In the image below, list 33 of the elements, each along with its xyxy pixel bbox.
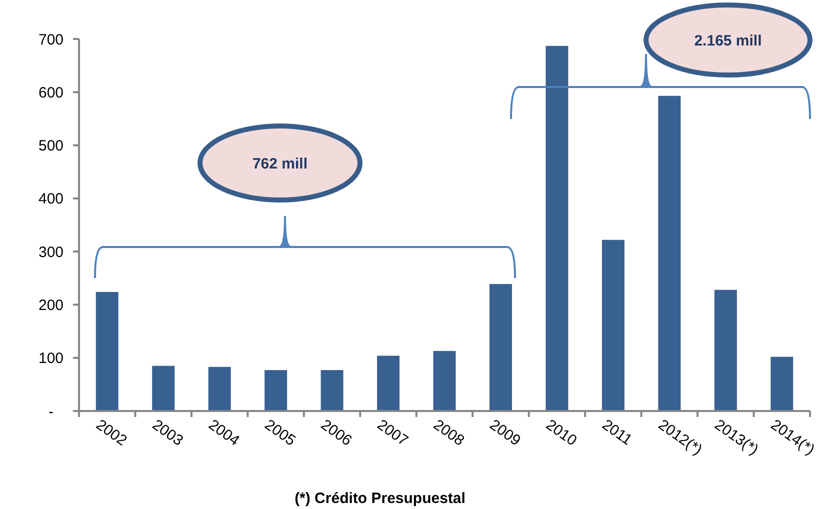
y-tick-label: 700 <box>38 31 64 48</box>
y-tick-label: 200 <box>38 296 64 314</box>
bar <box>377 356 400 411</box>
x-tick-label: 2007 <box>374 416 412 450</box>
x-tick-label: 2005 <box>262 416 299 450</box>
x-tick-label: 2009 <box>486 416 524 450</box>
y-tick-label: 400 <box>38 190 64 208</box>
annotation: 762 mill <box>252 155 308 172</box>
bar <box>602 240 624 411</box>
y-tick-label: 100 <box>38 350 64 368</box>
annotation: 2.165 mill <box>694 32 762 50</box>
bar <box>714 290 737 411</box>
bar <box>152 366 175 411</box>
x-tick-label: 2011 <box>598 416 636 449</box>
bar <box>320 370 344 411</box>
bar <box>770 356 794 411</box>
bar <box>658 96 681 411</box>
bar <box>96 292 118 411</box>
bar <box>546 46 568 411</box>
x-tick-label: 2004 <box>205 416 242 450</box>
y-tick-label: 300 <box>38 244 64 261</box>
x-tick-label: 2010 <box>542 416 580 450</box>
x-tick-label: 2003 <box>149 416 186 450</box>
y-tick-label: - <box>48 403 54 420</box>
y-tick-label: 500 <box>38 138 64 155</box>
x-axis-title: (*) Crédito Presupuestal <box>294 490 466 507</box>
bar <box>433 350 456 411</box>
x-tick-label: 2006 <box>318 416 355 450</box>
y-tick-label: 600 <box>38 84 64 102</box>
bar <box>208 366 231 411</box>
bar <box>264 370 288 411</box>
x-tick-label: 2008 <box>430 416 468 450</box>
bar <box>489 284 512 411</box>
